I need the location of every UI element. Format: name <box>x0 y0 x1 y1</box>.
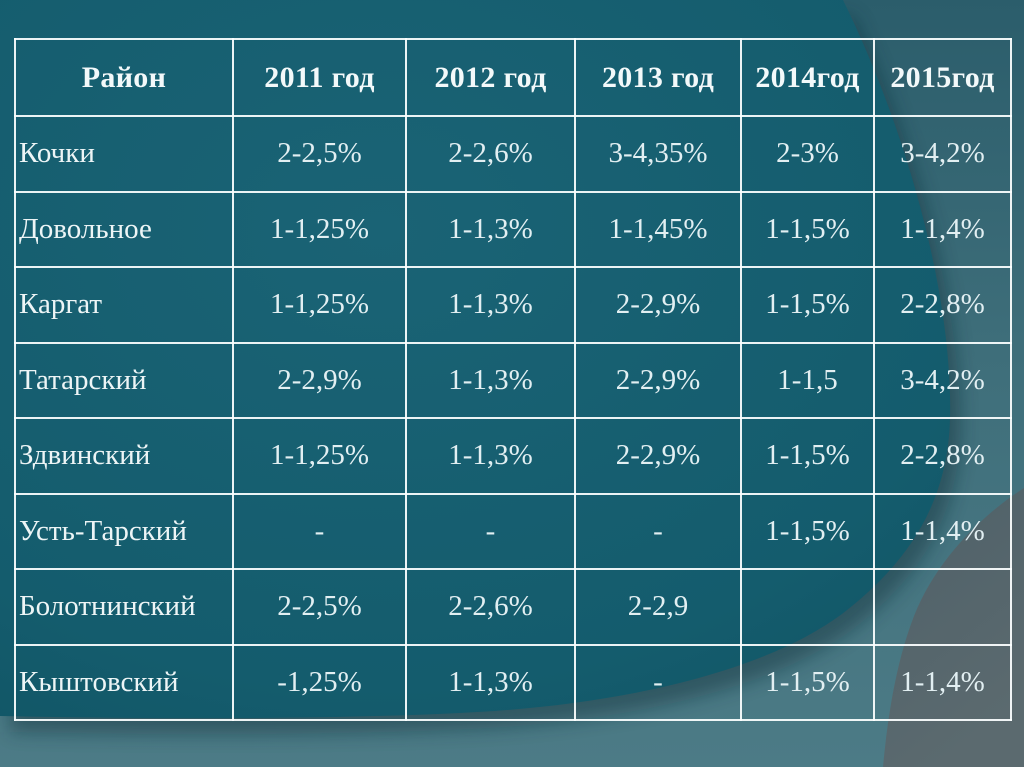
table-row-zdvinskiy: Здвинский 1-1,25% 1-1,3% 2-2,9% 1-1,5% 2… <box>14 417 1012 495</box>
value-cell: 3-4,35% <box>574 115 742 193</box>
value-cell: 1-1,4% <box>873 190 1012 268</box>
value-cell: 1-1,25% <box>232 417 407 495</box>
value-cell <box>740 568 875 646</box>
value-cell: 2-2,8% <box>873 417 1012 495</box>
table-row-ust-tarskiy: Усть-Тарский - - - 1-1,5% 1-1,4% <box>14 492 1012 570</box>
value-cell: - <box>232 492 407 570</box>
table-row-kochki: Кочки 2-2,5% 2-2,6% 3-4,35% 2-3% 3-4,2% <box>14 115 1012 193</box>
table-row-tatarskiy: Татарский 2-2,9% 1-1,3% 2-2,9% 1-1,5 3-4… <box>14 341 1012 419</box>
value-cell: - <box>574 643 742 721</box>
col-header-2012: 2012 год <box>405 38 576 117</box>
district-name: Кочки <box>14 115 234 193</box>
table-row-dovolnoe: Довольное 1-1,25% 1-1,3% 1-1,45% 1-1,5% … <box>14 190 1012 268</box>
value-cell: - <box>574 492 742 570</box>
value-cell: 2-2,6% <box>405 568 576 646</box>
value-cell: 1-1,5% <box>740 492 875 570</box>
col-header-2014: 2014год <box>740 38 875 117</box>
value-cell: 2-2,9% <box>574 417 742 495</box>
district-name: Здвинский <box>14 417 234 495</box>
value-cell: 1-1,5% <box>740 190 875 268</box>
value-cell: 2-3% <box>740 115 875 193</box>
value-cell: 1-1,3% <box>405 190 576 268</box>
table-row-kargat: Каргат 1-1,25% 1-1,3% 2-2,9% 1-1,5% 2-2,… <box>14 266 1012 344</box>
value-cell: 2-2,5% <box>232 568 407 646</box>
value-cell: 1-1,3% <box>405 266 576 344</box>
value-cell: 2-2,9% <box>574 266 742 344</box>
value-cell: 1-1,3% <box>405 417 576 495</box>
value-cell: -1,25% <box>232 643 407 721</box>
header-row: Район 2011 год 2012 год 2013 год 2014год… <box>14 38 1012 117</box>
col-header-district: Район <box>14 38 234 117</box>
col-header-2015: 2015год <box>873 38 1012 117</box>
value-cell: 2-2,9% <box>232 341 407 419</box>
value-cell <box>873 568 1012 646</box>
value-cell: 1-1,4% <box>873 643 1012 721</box>
table-row-bolotninskiy: Болотнинский 2-2,5% 2-2,6% 2-2,9 <box>14 568 1012 646</box>
value-cell: 1-1,5% <box>740 643 875 721</box>
district-name: Болотнинский <box>14 568 234 646</box>
col-header-2013: 2013 год <box>574 38 742 117</box>
districts-rates-table: Район 2011 год 2012 год 2013 год 2014год… <box>14 38 1012 721</box>
table-row-kyshtovskiy: Кыштовский -1,25% 1-1,3% - 1-1,5% 1-1,4% <box>14 643 1012 721</box>
district-name: Каргат <box>14 266 234 344</box>
value-cell: 2-2,5% <box>232 115 407 193</box>
value-cell: 2-2,8% <box>873 266 1012 344</box>
value-cell: 2-2,9% <box>574 341 742 419</box>
value-cell: 1-1,5% <box>740 266 875 344</box>
value-cell: 2-2,6% <box>405 115 576 193</box>
value-cell: 1-1,45% <box>574 190 742 268</box>
value-cell: 1-1,3% <box>405 643 576 721</box>
value-cell: 1-1,5% <box>740 417 875 495</box>
value-cell: 2-2,9 <box>574 568 742 646</box>
value-cell: - <box>405 492 576 570</box>
value-cell: 3-4,2% <box>873 115 1012 193</box>
value-cell: 3-4,2% <box>873 341 1012 419</box>
district-name: Довольное <box>14 190 234 268</box>
col-header-2011: 2011 год <box>232 38 407 117</box>
value-cell: 1-1,5 <box>740 341 875 419</box>
district-name: Усть-Тарский <box>14 492 234 570</box>
district-name: Кыштовский <box>14 643 234 721</box>
value-cell: 1-1,25% <box>232 266 407 344</box>
value-cell: 1-1,3% <box>405 341 576 419</box>
value-cell: 1-1,25% <box>232 190 407 268</box>
district-name: Татарский <box>14 341 234 419</box>
value-cell: 1-1,4% <box>873 492 1012 570</box>
